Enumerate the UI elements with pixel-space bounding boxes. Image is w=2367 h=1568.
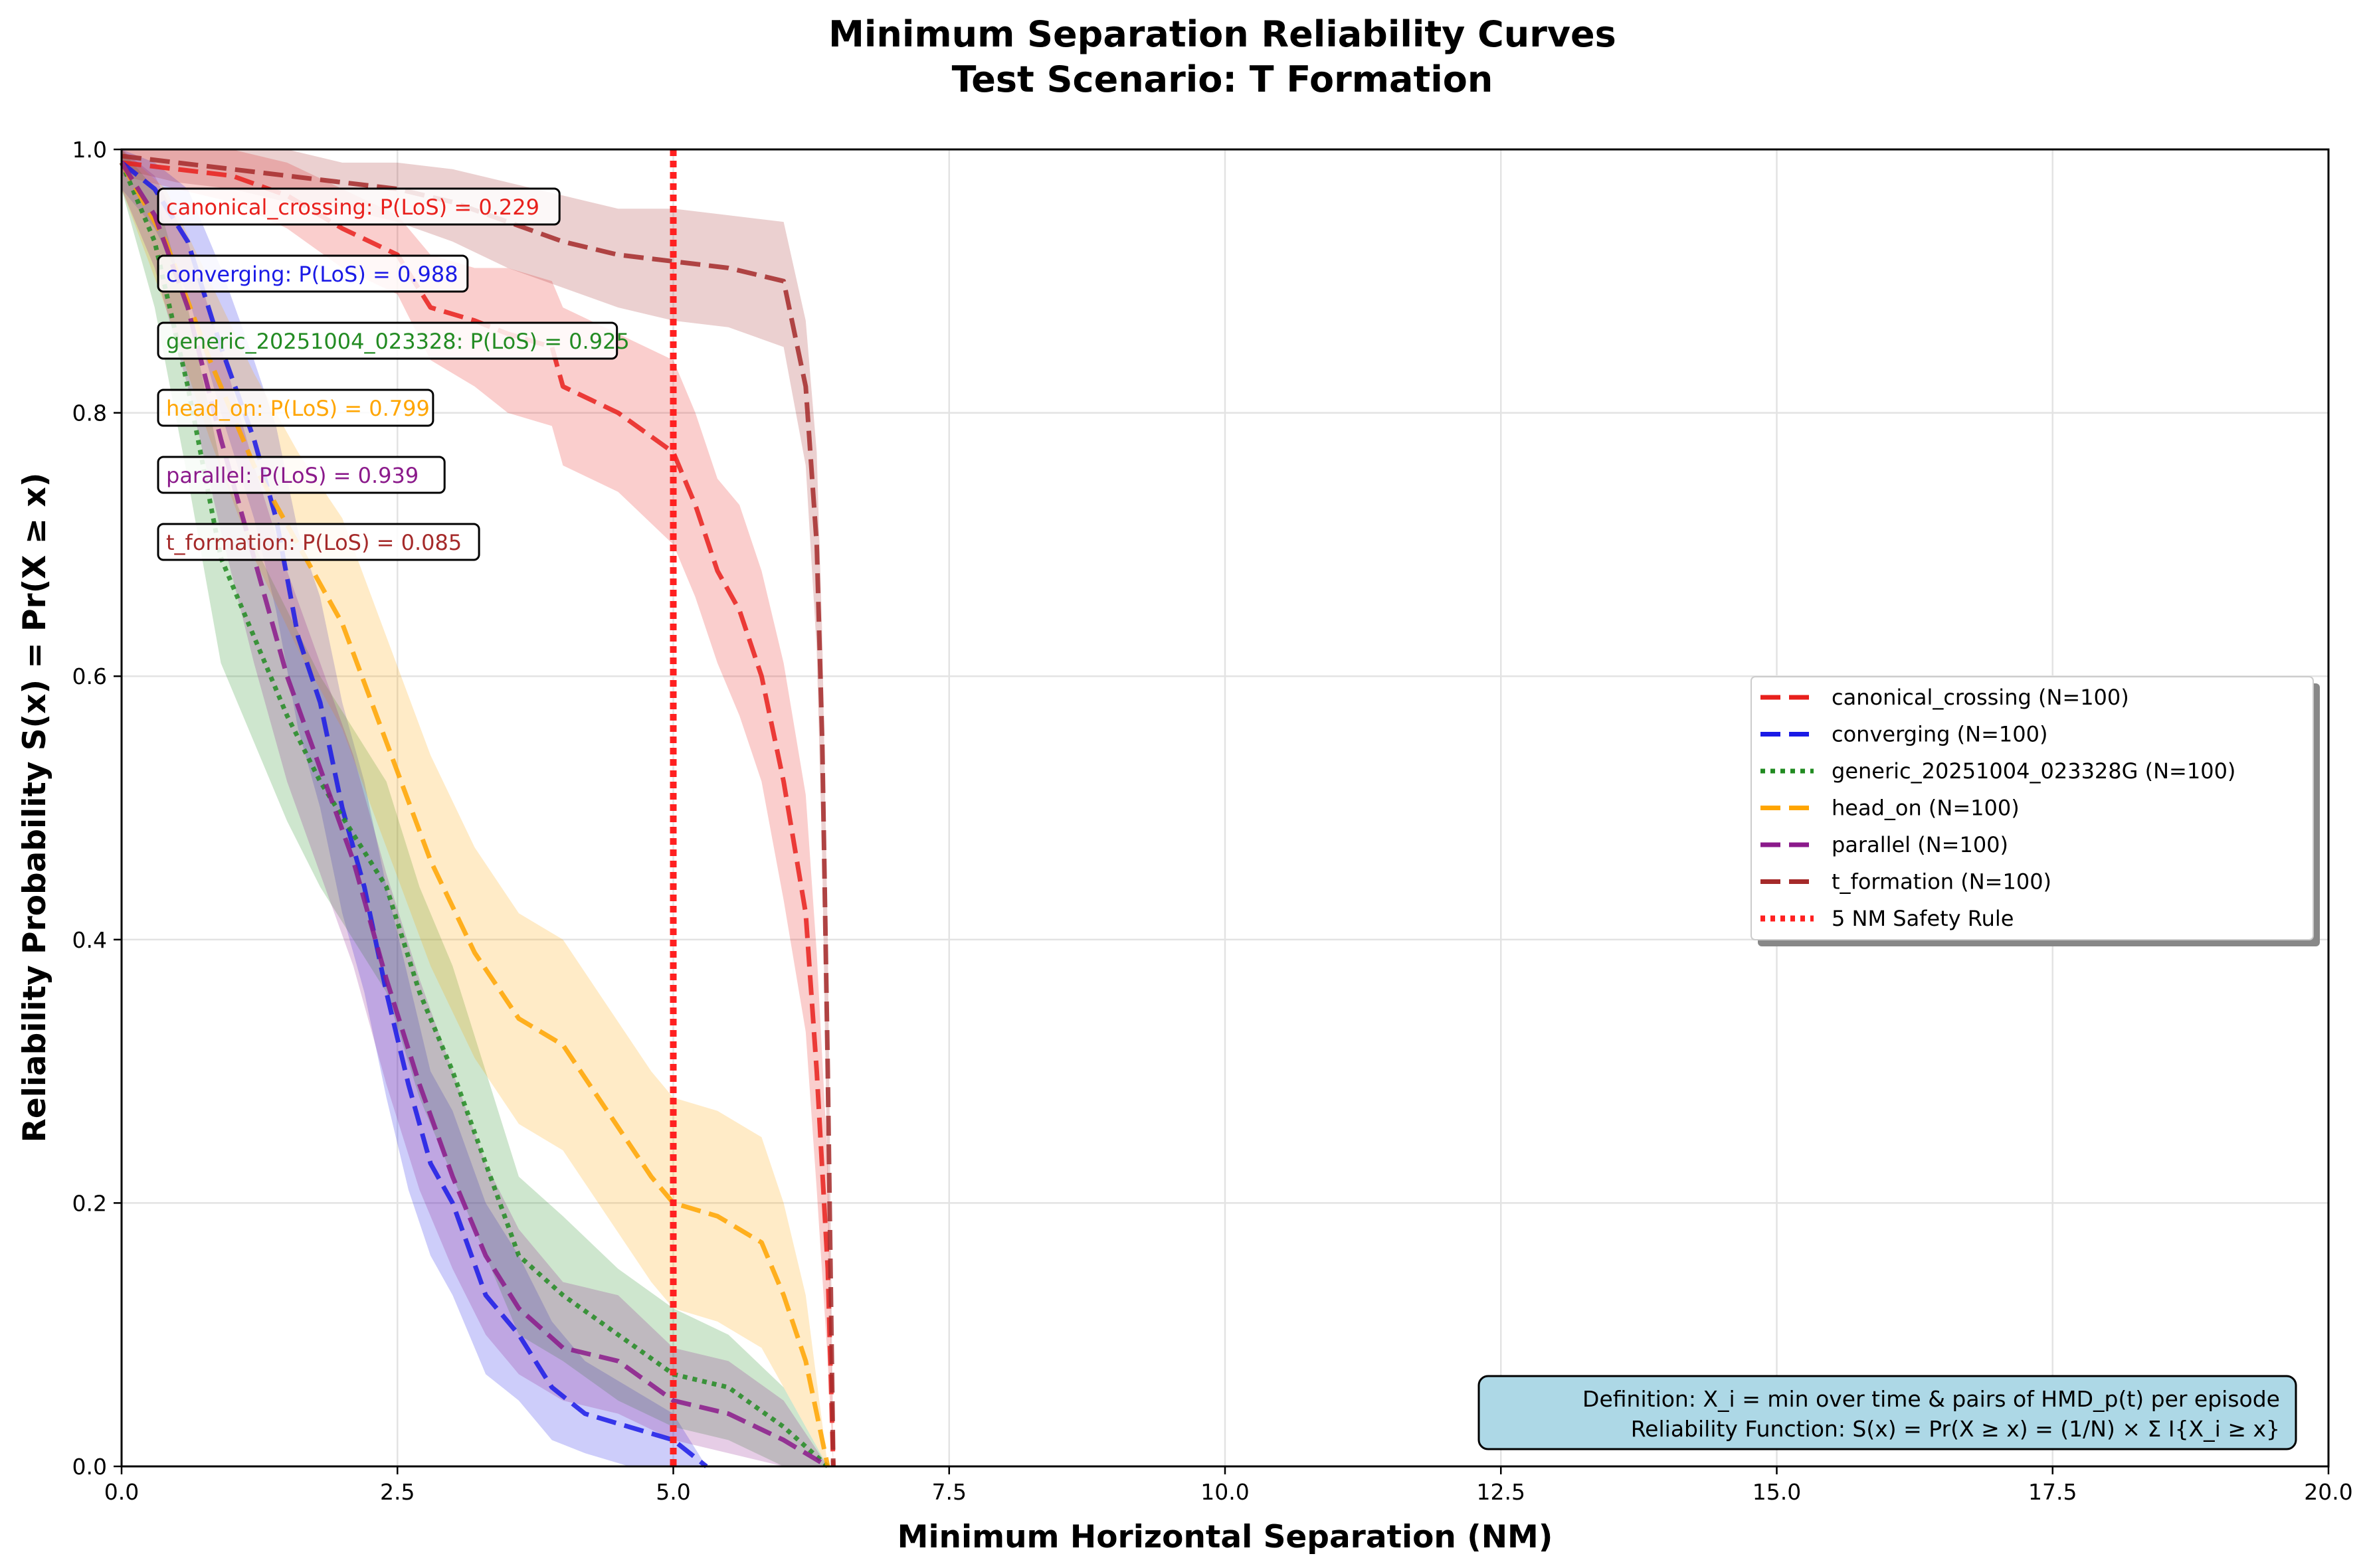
y-tick-label: 0.2 — [72, 1190, 107, 1216]
legend-label: 5 NM Safety Rule — [1832, 906, 2014, 931]
annotation-text: t_formation: P(LoS) = 0.085 — [166, 530, 462, 555]
x-tick-label: 7.5 — [932, 1479, 967, 1505]
x-tick-label: 5.0 — [656, 1479, 690, 1505]
legend-label: parallel (N=100) — [1832, 832, 2008, 857]
annotation-group: canonical_crossing: P(LoS) = 0.229 conver… — [157, 187, 630, 561]
annotation-box — [157, 389, 434, 427]
legend-label: canonical_crossing (N=100) — [1832, 685, 2129, 710]
band-2 — [122, 149, 828, 1466]
band-0 — [122, 149, 834, 1466]
legend-label: head_on (N=100) — [1832, 796, 2020, 821]
y-tick-label: 1.0 — [72, 137, 107, 163]
band-5 — [122, 149, 834, 1466]
y-axis-label: Reliability Probability S(x) = Pr(X ≥ x) — [17, 473, 53, 1143]
annotation-box — [157, 254, 469, 293]
series-line-4 — [120, 161, 829, 1469]
annotation-text: converging: P(LoS) = 0.988 — [166, 262, 458, 287]
y-tick-label: 0.8 — [72, 400, 107, 426]
x-tick-label: 10.0 — [1200, 1479, 1249, 1505]
series-line-1 — [120, 161, 708, 1468]
legend-label: t_formation (N=100) — [1832, 869, 2051, 895]
annotation-box — [157, 187, 561, 226]
annotation-text: canonical_crossing: P(LoS) = 0.229 — [166, 195, 539, 220]
x-tick-label: 17.5 — [2028, 1479, 2077, 1505]
x-tick-label: 2.5 — [380, 1479, 415, 1505]
legend-box — [1751, 676, 2314, 940]
definition-line-1: Definition: X_i = min over time & pairs … — [1582, 1386, 2280, 1412]
legend-label: generic_20251004_023328G (N=100) — [1832, 758, 2235, 784]
annotation-text: parallel: P(LoS) = 0.939 — [166, 463, 419, 488]
legend: canonical_crossing (N=100) converging (N=… — [1751, 676, 2320, 946]
series-line-5 — [121, 153, 836, 1467]
chart-subtitle: Test Scenario: T Formation — [952, 58, 1493, 100]
x-tick-label: 20.0 — [2304, 1479, 2352, 1505]
definition-box-bg — [1477, 1375, 2297, 1450]
legend-label: converging (N=100) — [1832, 722, 2047, 747]
annotation-text: head_on: P(LoS) = 0.799 — [166, 396, 430, 421]
legend-items: canonical_crossing (N=100) converging (N=… — [1760, 685, 2235, 931]
y-tick-label: 0.4 — [72, 927, 107, 953]
definition-line-2: Reliability Function: S(x) = Pr(X ≥ x) =… — [1631, 1416, 2280, 1442]
y-axis-ticks: 0.0 0.2 0.4 0.6 0.8 1.0 — [72, 137, 122, 1480]
annotation-box — [157, 456, 446, 494]
annotation-text: generic_20251004_023328: P(LoS) = 0.925 — [166, 329, 630, 354]
annotation-box — [157, 321, 618, 360]
x-tick-label: 12.5 — [1477, 1479, 1525, 1505]
definition-box: Definition: X_i = min over time & pairs … — [1477, 1375, 2297, 1450]
annotation-box — [157, 523, 480, 561]
chart-title: Minimum Separation Reliability Curves — [828, 13, 1616, 55]
x-axis-label: Minimum Horizontal Separation (NM) — [898, 1519, 1553, 1555]
y-tick-label: 0.6 — [72, 663, 107, 689]
x-tick-label: 0.0 — [104, 1479, 139, 1505]
x-axis-ticks: 0.0 2.5 5.0 7.5 10.0 12.5 15.0 17.5 20.0 — [104, 1466, 2353, 1505]
x-tick-label: 15.0 — [1752, 1479, 1801, 1505]
y-tick-label: 0.0 — [72, 1454, 107, 1480]
